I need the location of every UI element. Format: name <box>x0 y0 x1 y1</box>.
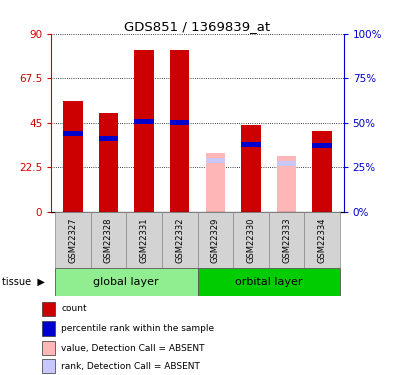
Text: count: count <box>62 304 87 313</box>
Bar <box>63 131 83 136</box>
FancyBboxPatch shape <box>55 212 90 268</box>
Title: GDS851 / 1369839_at: GDS851 / 1369839_at <box>124 20 271 33</box>
Text: GSM22334: GSM22334 <box>318 217 327 263</box>
FancyBboxPatch shape <box>55 268 198 296</box>
Bar <box>63 101 83 212</box>
Text: GSM22330: GSM22330 <box>246 217 256 263</box>
FancyBboxPatch shape <box>198 212 233 268</box>
Text: rank, Detection Call = ABSENT: rank, Detection Call = ABSENT <box>62 362 200 371</box>
Text: percentile rank within the sample: percentile rank within the sample <box>62 324 214 333</box>
Bar <box>134 118 154 123</box>
Text: GSM22333: GSM22333 <box>282 217 291 263</box>
FancyBboxPatch shape <box>233 212 269 268</box>
Text: tissue  ▶: tissue ▶ <box>2 277 45 287</box>
FancyBboxPatch shape <box>90 212 126 268</box>
Text: value, Detection Call = ABSENT: value, Detection Call = ABSENT <box>62 344 205 353</box>
Bar <box>312 131 332 212</box>
Bar <box>170 120 190 125</box>
Text: GSM22332: GSM22332 <box>175 217 184 263</box>
Bar <box>99 113 118 212</box>
FancyBboxPatch shape <box>198 268 340 296</box>
FancyBboxPatch shape <box>305 212 340 268</box>
Bar <box>312 144 332 148</box>
Bar <box>170 50 190 212</box>
Bar <box>205 158 225 163</box>
Text: GSM22329: GSM22329 <box>211 217 220 262</box>
Bar <box>277 161 296 166</box>
Text: GSM22328: GSM22328 <box>104 217 113 263</box>
Text: GSM22327: GSM22327 <box>68 217 77 263</box>
Text: orbital layer: orbital layer <box>235 277 303 287</box>
FancyBboxPatch shape <box>162 212 198 268</box>
Text: GSM22331: GSM22331 <box>139 217 149 263</box>
FancyBboxPatch shape <box>269 212 305 268</box>
Bar <box>41 341 55 356</box>
Bar <box>41 359 55 374</box>
Text: global layer: global layer <box>93 277 159 287</box>
Bar <box>41 302 55 316</box>
Bar <box>241 125 261 212</box>
Bar <box>241 142 261 147</box>
Bar <box>99 136 118 141</box>
Bar <box>277 156 296 212</box>
FancyBboxPatch shape <box>126 212 162 268</box>
Bar <box>205 153 225 212</box>
Bar <box>41 321 55 336</box>
Bar <box>134 50 154 212</box>
